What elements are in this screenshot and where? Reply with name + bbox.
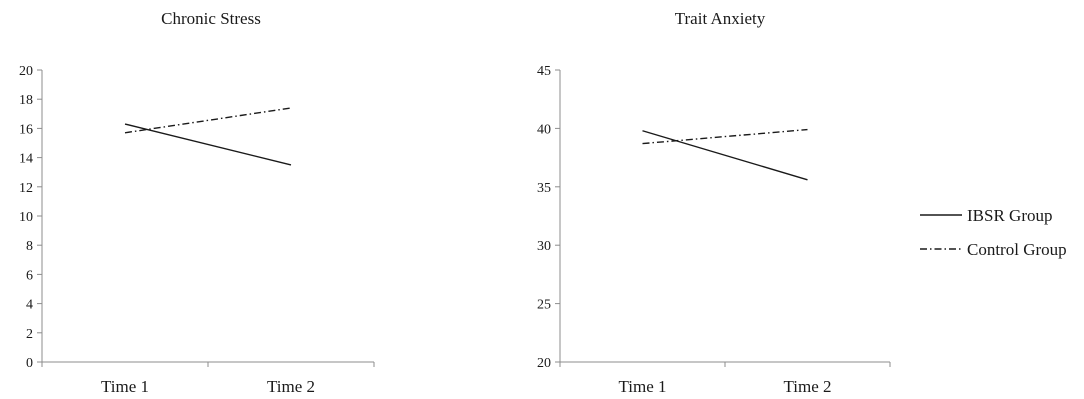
- legend: IBSR Group Control Group: [920, 206, 1067, 259]
- trait-anxiety-chart: Trait Anxiety 20 25 30 35 40 45 Time 1 Time 2: [537, 9, 891, 396]
- chronic-stress-y-tick-label: 20: [19, 64, 33, 79]
- chronic-stress-y-tick-label: 2: [26, 327, 33, 342]
- chronic-stress-y-tick-label: 18: [19, 93, 33, 108]
- chronic-stress-y-tick-label: 16: [19, 122, 33, 137]
- trait-anxiety-x-label: Time 2: [783, 377, 831, 396]
- trait-anxiety-y-tick-label: 35: [537, 181, 551, 196]
- chronic-stress-y-tick-label: 14: [19, 152, 33, 167]
- trait-anxiety-ibsr-group-line: [642, 130, 808, 181]
- trait-anxiety-y-tick-label: 40: [537, 122, 551, 137]
- chronic-stress-y-tick-label: 0: [26, 356, 33, 371]
- chronic-stress-control-group-line: [124, 107, 292, 134]
- trait-anxiety-y-tick-label: 45: [537, 64, 551, 79]
- chronic-stress-ibsr-group-line: [124, 123, 292, 166]
- chronic-stress-x-label: Time 1: [101, 377, 149, 396]
- chronic-stress-y-tick-label: 10: [19, 210, 33, 225]
- trait-anxiety-title: Trait Anxiety: [675, 9, 766, 28]
- chronic-stress-y-tick-label: 6: [26, 268, 33, 283]
- trait-anxiety-control-group-line: [642, 128, 808, 145]
- chronic-stress-chart: Chronic Stress 0 2 4 6 8 10 12 14 16 18 20 Time 1 Tim…: [19, 9, 375, 396]
- trait-anxiety-x-label: Time 1: [618, 377, 666, 396]
- trait-anxiety-y-tick-label: 20: [537, 356, 551, 371]
- chronic-stress-y-tick-label: 4: [26, 298, 33, 313]
- legend-control-group-label: Control Group: [967, 240, 1067, 259]
- chronic-stress-y-tick-label: 8: [26, 239, 33, 254]
- chronic-stress-x-label: Time 2: [267, 377, 315, 396]
- chronic-stress-title: Chronic Stress: [161, 9, 261, 28]
- chronic-stress-y-tick-label: 12: [19, 181, 33, 196]
- legend-ibsr-group-label: IBSR Group: [967, 206, 1052, 225]
- trait-anxiety-y-tick-label: 30: [537, 239, 551, 254]
- trait-anxiety-y-tick-label: 25: [537, 298, 551, 313]
